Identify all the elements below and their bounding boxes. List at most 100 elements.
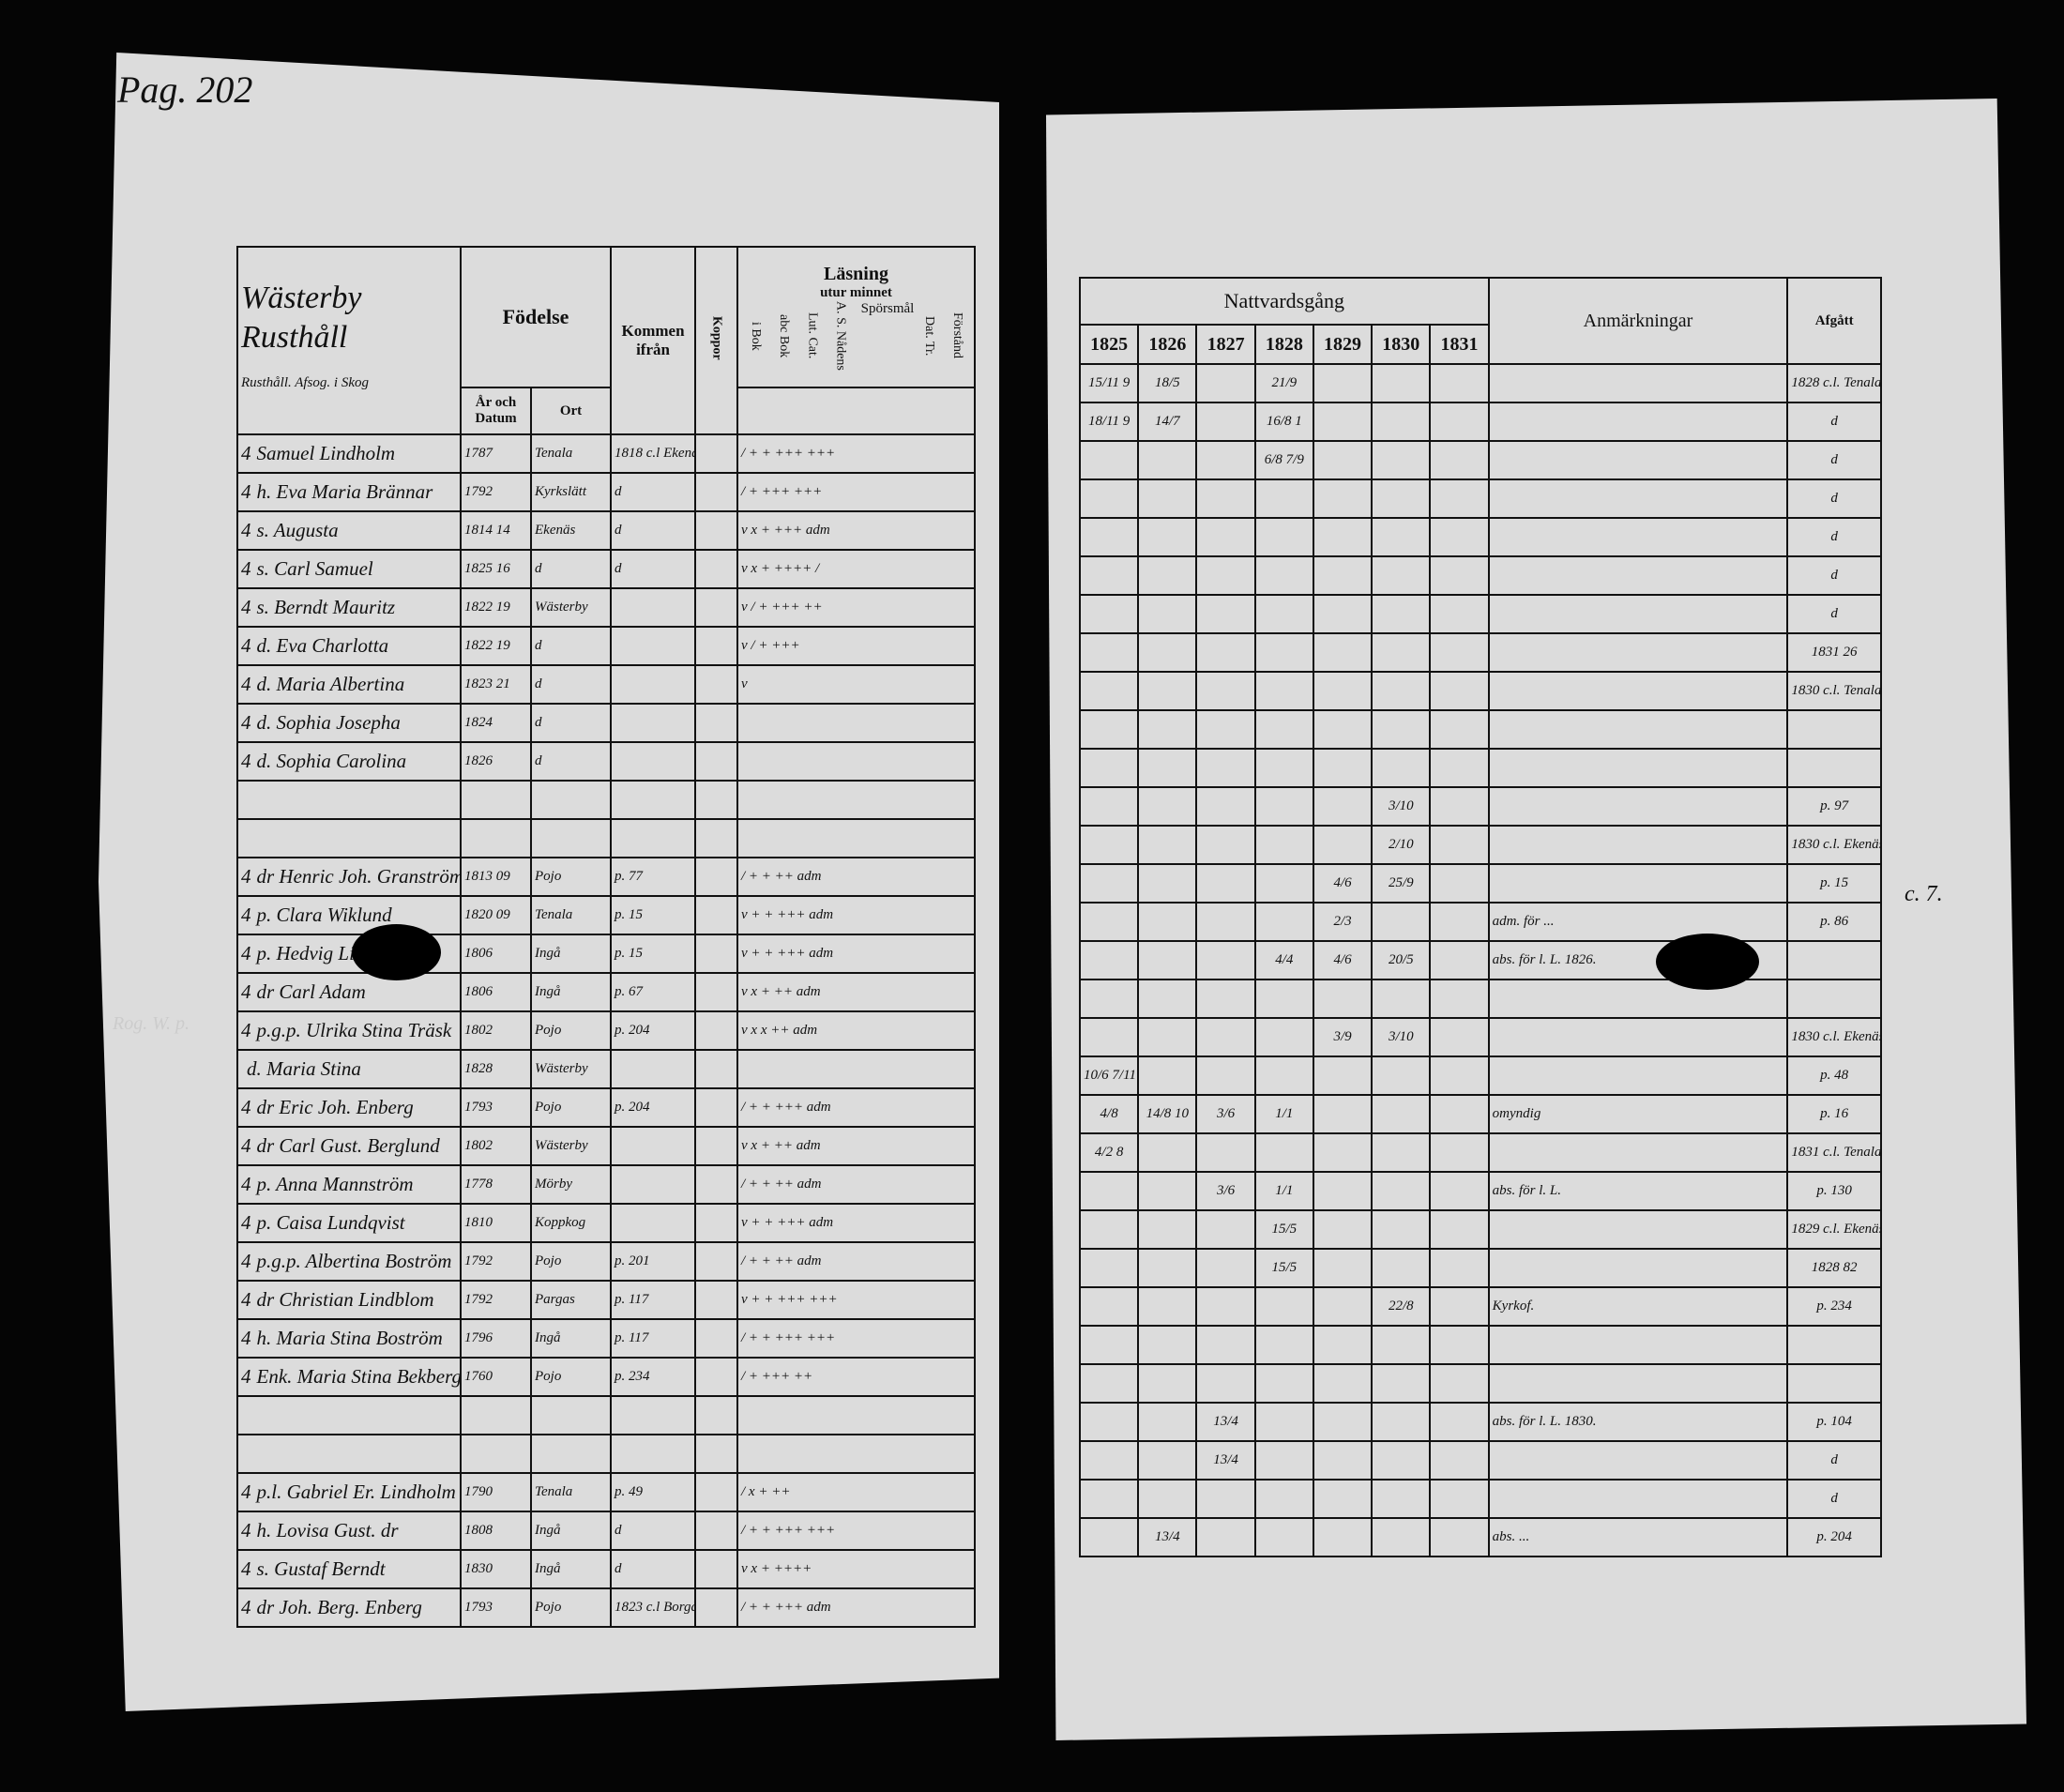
remark	[1487, 786, 1789, 827]
name-text: d. Sophia Josepha	[256, 711, 401, 734]
birth-place: d	[529, 741, 613, 782]
name-text: dr Eric Joh. Enberg	[256, 1096, 414, 1118]
name-text: s. Carl Samuel	[256, 557, 373, 580]
communion-date	[1195, 1286, 1256, 1327]
communion-date	[1429, 555, 1490, 596]
row-mark: 4	[241, 557, 251, 580]
communion-date	[1078, 517, 1140, 557]
communion-date	[1137, 1286, 1198, 1327]
row-mark: 4	[241, 1365, 251, 1388]
came-from: d	[610, 510, 697, 551]
communion-date	[1195, 594, 1256, 634]
table-row: 4/8 14/8 10 3/6 1/1 omyndig p. 16	[1078, 1094, 1882, 1134]
table-row: d. Maria Stina 1828 Wästerby	[236, 1049, 977, 1089]
communion-date	[1312, 440, 1373, 480]
communion-date	[1195, 1248, 1256, 1288]
communion-date: 15/5	[1253, 1248, 1314, 1288]
communion-date	[1078, 478, 1140, 519]
name-text: h. Eva Maria Brännar	[256, 480, 433, 503]
remark: adm. för ...	[1487, 902, 1789, 942]
table-row	[1078, 979, 1882, 1019]
ink-blot	[352, 924, 441, 980]
communion-date	[1137, 1209, 1198, 1250]
person-name: 4 p.g.p. Ulrika Stina Träsk	[236, 1010, 462, 1051]
communion-date	[1371, 1517, 1432, 1557]
communion-date	[1137, 1017, 1198, 1057]
came-from: p. 67	[610, 972, 697, 1012]
birth-date: 1792	[460, 1241, 532, 1282]
came-from	[610, 1164, 697, 1205]
name-text: d. Maria Stina	[247, 1057, 361, 1080]
birth-place: Wästerby	[529, 587, 613, 628]
table-row: 4 p.g.p. Albertina Boström 1792 Pojo p. 201/…	[236, 1241, 977, 1282]
communion-date	[1078, 1209, 1140, 1250]
communion-date	[1371, 594, 1432, 634]
remark	[1487, 517, 1789, 557]
communion-date	[1312, 1363, 1373, 1404]
communion-date	[1253, 1055, 1314, 1096]
birth-place: d	[529, 703, 613, 743]
communion-date	[1253, 632, 1314, 673]
communion-date	[1195, 1132, 1256, 1173]
reading-marks	[736, 1395, 977, 1435]
communion-date	[1429, 517, 1490, 557]
reading-marks: v / + +++	[736, 626, 977, 666]
parish-register-right-table: Nattvardsgång Anmärkningar Afgått 1825 18…	[1078, 277, 1882, 1557]
communion-date	[1371, 632, 1432, 673]
communion-date	[1371, 402, 1432, 442]
table-row	[236, 1395, 977, 1435]
communion-date	[1429, 786, 1490, 827]
table-row: 3/6 1/1 abs. för l. L. p. 130	[1078, 1171, 1882, 1211]
person-name: d. Maria Stina	[236, 1049, 462, 1089]
communion-date	[1137, 1325, 1198, 1365]
birth-place	[529, 780, 613, 820]
communion-date	[1137, 1479, 1198, 1519]
table-row: 2/10 1830 c.l. Ekenäs	[1078, 825, 1882, 865]
communion-date: 13/4	[1137, 1517, 1198, 1557]
anmarkningar-header: Anmärkningar	[1487, 277, 1789, 365]
remark	[1487, 440, 1789, 480]
remark	[1487, 594, 1789, 634]
birth-date: 1808	[460, 1511, 532, 1551]
communion-date: 14/7	[1137, 402, 1198, 442]
row-mark: 4	[241, 1596, 251, 1618]
name-text: p. Clara Wiklund	[256, 904, 392, 926]
communion-date: 1/1	[1253, 1171, 1314, 1211]
name-text: s. Augusta	[256, 519, 339, 541]
koppor-cell	[694, 857, 739, 897]
departed	[1786, 940, 1882, 980]
departed: p. 104	[1786, 1402, 1882, 1442]
table-row: 4 d. Eva Charlotta 1822 19 d v / + +++	[236, 626, 977, 666]
birth-date: 1813 09	[460, 857, 532, 897]
birth-place: Ingå	[529, 934, 613, 974]
communion-date	[1078, 440, 1140, 480]
communion-date: 4/8	[1078, 1094, 1140, 1134]
communion-date	[1429, 1171, 1490, 1211]
communion-date: 3/6	[1195, 1171, 1256, 1211]
table-row: 4 p. Caisa Lundqvist 1810 Koppkog v + + +++ …	[236, 1203, 977, 1243]
koppor-cell	[694, 1010, 739, 1051]
communion-date	[1429, 1517, 1490, 1557]
year-header: 1829	[1312, 324, 1373, 365]
table-row: 3/10 p. 97	[1078, 786, 1882, 827]
communion-date	[1195, 786, 1256, 827]
communion-date	[1312, 1094, 1373, 1134]
departed: 1829 c.l. Ekenäs	[1786, 1209, 1882, 1250]
communion-date	[1371, 1132, 1432, 1173]
came-from	[610, 1126, 697, 1166]
communion-date	[1137, 671, 1198, 711]
remark: omyndig	[1487, 1094, 1789, 1134]
person-name: 4 h. Maria Stina Boström	[236, 1318, 462, 1359]
communion-date	[1195, 1209, 1256, 1250]
came-from: d	[610, 1511, 697, 1551]
koppor-cell	[694, 1511, 739, 1551]
name-text: Enk. Maria Stina Bekberg	[256, 1365, 461, 1388]
communion-date	[1429, 1286, 1490, 1327]
koppor-cell	[694, 1357, 739, 1397]
communion-date	[1312, 1325, 1373, 1365]
koppor-cell	[694, 780, 739, 820]
birth-place: Mörby	[529, 1164, 613, 1205]
departed: p. 16	[1786, 1094, 1882, 1134]
table-row: 4 h. Maria Stina Boström 1796 Ingå p. 117/ +…	[236, 1318, 977, 1359]
communion-date	[1253, 555, 1314, 596]
